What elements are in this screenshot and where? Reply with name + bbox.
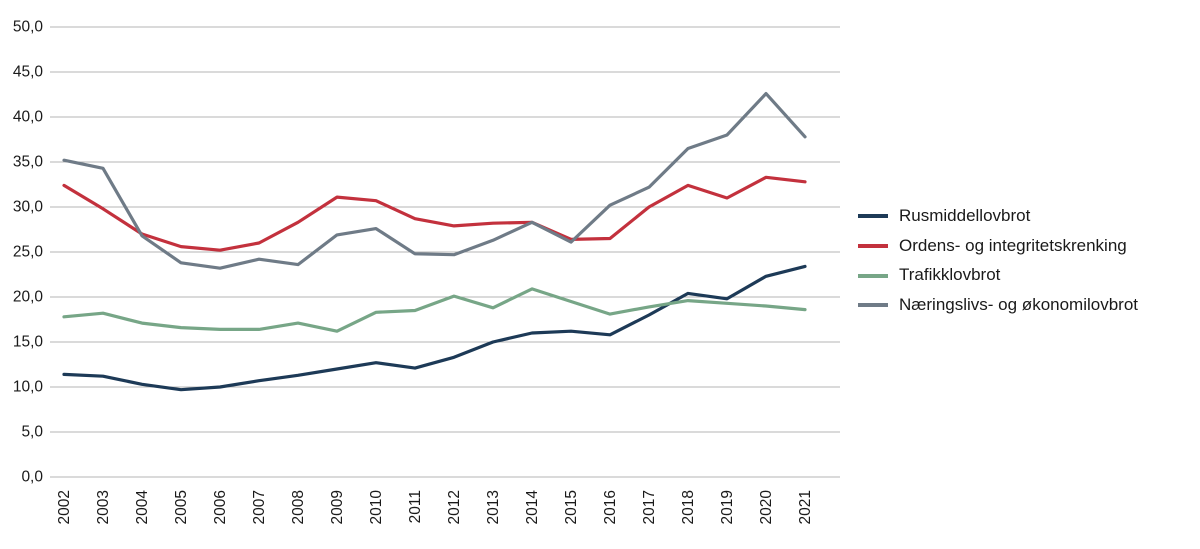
x-tick-label: 2019 <box>719 490 736 524</box>
y-tick-label: 25,0 <box>13 244 44 261</box>
y-tick-label: 0,0 <box>21 469 43 486</box>
x-tick-label: 2020 <box>758 490 775 525</box>
legend-line-naeringslivs-og-okonomilovbrot <box>858 303 888 308</box>
y-tick-label: 10,0 <box>13 379 44 396</box>
legend-label-ordens-og-integritetskrenking: Ordens- og integritetskrenking <box>899 235 1127 255</box>
x-tick-label: 2017 <box>641 490 658 524</box>
y-tick-label: 35,0 <box>13 154 44 171</box>
x-tick-label: 2004 <box>134 490 151 525</box>
legend-line-ordens-og-integritetskrenking <box>858 244 888 249</box>
x-tick-label: 2016 <box>602 490 619 524</box>
legend-line-rusmiddellovbrot <box>858 214 888 219</box>
legend-line-trafikklovbrot <box>858 273 888 278</box>
y-tick-label: 40,0 <box>13 109 44 126</box>
x-tick-label: 2009 <box>329 490 346 524</box>
series-line-2 <box>62 287 807 333</box>
legend-label-trafikklovbrot: Trafikklovbrot <box>899 265 1001 285</box>
legend-label-rusmiddellovbrot: Rusmiddellovbrot <box>899 206 1031 225</box>
y-tick-label: 5,0 <box>21 424 43 441</box>
y-tick-label: 20,0 <box>13 289 44 306</box>
x-tick-label: 2003 <box>95 490 112 524</box>
y-tick-label: 50,0 <box>13 19 44 36</box>
series-line-3 <box>62 91 807 270</box>
legend-item-rusmiddellovbrot: Rusmiddellovbrot <box>858 206 1138 226</box>
series-line-1 <box>62 175 807 252</box>
chart-legend: Rusmiddellovbrot Ordens- og integritetsk… <box>858 206 1139 315</box>
x-tick-label: 2013 <box>485 490 502 524</box>
legend-label-naeringslivs-og-okonomilovbrot: Næringslivs- og økonomilovbrot <box>899 295 1139 315</box>
line-chart-canvas: 0,0 5,0 10,0 15,0 20,0 25,0 30,0 35,0 40,0 45,0 50… <box>13 19 840 525</box>
x-tick-label: 2005 <box>173 490 190 524</box>
x-tick-label: 2010 <box>368 490 385 525</box>
x-tick-label: 2012 <box>446 490 463 524</box>
legend-item-naeringslivs-og-okonomilovbrot: Næringslivs- og økonomilovbrot <box>858 295 1139 315</box>
x-tick-label: 2007 <box>251 490 268 524</box>
x-tick-label: 2021 <box>797 490 814 524</box>
x-tick-label: 2014 <box>524 490 541 525</box>
y-tick-label: 30,0 <box>13 199 44 216</box>
legend-item-ordens-og-integritetskrenking: Ordens- og integritetskrenking <box>858 235 1138 256</box>
y-tick-label: 45,0 <box>13 64 44 81</box>
legend-item-trafikklovbrot: Trafikklovbrot <box>858 266 1138 285</box>
series-line-0 <box>62 264 807 392</box>
y-tick-label: 15,0 <box>13 334 44 351</box>
x-tick-label: 2008 <box>290 490 307 524</box>
x-tick-label: 2011 <box>407 490 424 523</box>
x-tick-label: 2015 <box>563 490 580 524</box>
x-tick-label: 2002 <box>56 490 73 524</box>
x-tick-label: 2006 <box>212 490 229 524</box>
x-tick-label: 2018 <box>680 490 697 524</box>
